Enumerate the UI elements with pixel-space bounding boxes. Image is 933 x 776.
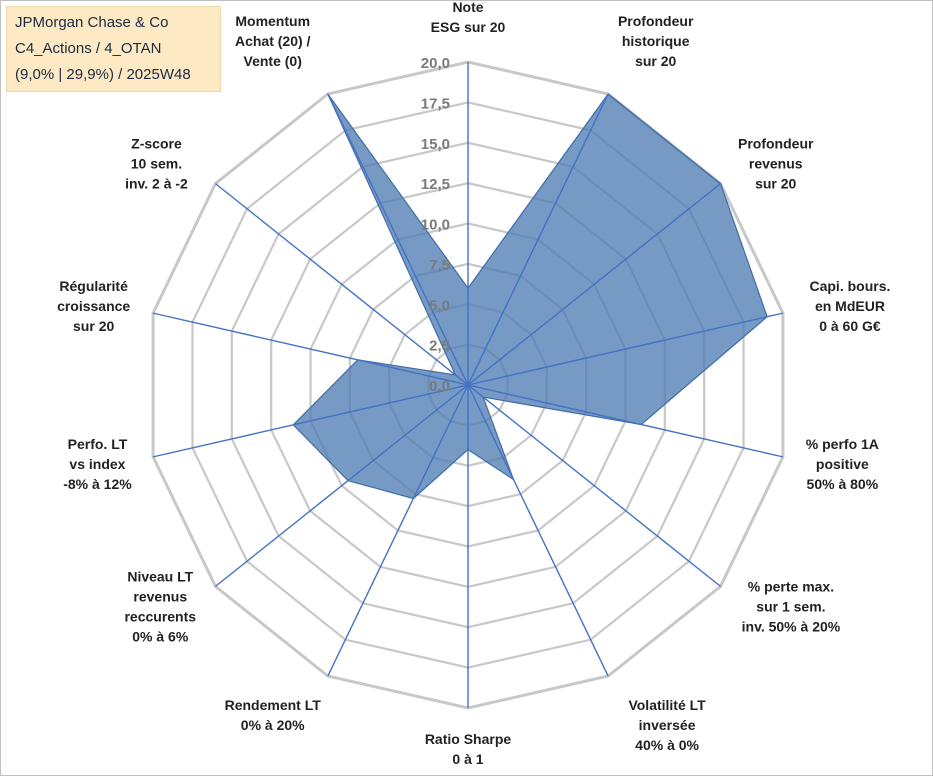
axis-label-line: sur 20 xyxy=(73,318,114,334)
axis-label-line: Profondeur xyxy=(738,136,814,152)
info-company: JPMorgan Chase & Co xyxy=(15,14,169,31)
axis-label-line: sur 20 xyxy=(755,176,796,192)
axis-label: Profondeur revenus sur 20 xyxy=(738,136,814,192)
axis-label-line: % perte max. xyxy=(748,578,834,594)
axis-label-line: croissance xyxy=(57,298,130,314)
axis-label-line: inv. 2 à -2 xyxy=(125,176,188,192)
series-layer xyxy=(292,93,768,500)
axis-label-line: Achat (20) / xyxy=(235,33,311,49)
tick-label: 7,5 xyxy=(429,257,450,274)
axis-label-line: historique xyxy=(622,33,690,49)
axis-label-line: inversée xyxy=(639,717,696,733)
axis-spoke xyxy=(327,384,469,677)
axis-label-line: revenus xyxy=(749,156,803,172)
axis-label-line: Momentum xyxy=(235,13,310,29)
axis-label: Z-score 10 sem. inv. 2 à -2 xyxy=(125,136,188,192)
axis-label-line: Capi. bours. xyxy=(809,278,890,294)
axis-label-line: 10 sem. xyxy=(131,156,182,172)
tick-label: 0,0 xyxy=(429,378,450,395)
info-portfolio: C4_Actions / 4_OTAN xyxy=(15,40,162,57)
axis-label-line: Régularité xyxy=(59,278,128,294)
axis-label-line: Note xyxy=(452,0,483,15)
axis-label-line: Ratio Sharpe xyxy=(425,731,512,747)
axis-spoke xyxy=(215,384,469,587)
axis-label: % perte max. sur 1 sem. inv. 50% à 20% xyxy=(742,578,841,634)
axis-spoke xyxy=(152,384,469,458)
axis-label: Note ESG sur 20 xyxy=(431,0,506,35)
tick-label: 12,5 xyxy=(421,176,450,193)
axis-label: Profondeur historique sur 20 xyxy=(618,13,694,69)
axis-spoke xyxy=(467,183,721,386)
axis-label-line: 0 à 60 G€ xyxy=(819,318,881,334)
info-box: JPMorgan Chase & Co C4_Actions / 4_OTAN … xyxy=(6,6,221,92)
axis-spoke xyxy=(467,384,721,587)
axis-label-line: Niveau LT xyxy=(127,568,193,584)
series-area xyxy=(292,93,768,500)
axis-label: Volatilité LT inversée 40% à 0% xyxy=(628,697,706,753)
axis-label-line: 0% à 20% xyxy=(241,717,305,733)
spoke-layer xyxy=(152,62,784,708)
axis-label-line: en MdEUR xyxy=(815,298,885,314)
axis-label-line: % perfo 1A xyxy=(806,436,879,452)
axis-label-line: Volatilité LT xyxy=(628,697,706,713)
tick-label: 10,0 xyxy=(421,217,450,234)
axis-spoke xyxy=(467,93,609,386)
axis-label-line: inv. 50% à 20% xyxy=(742,618,841,634)
axis-label: Momentum Achat (20) / Vente (0) xyxy=(235,13,311,69)
axis-label-line: 40% à 0% xyxy=(635,737,699,753)
axis-spoke xyxy=(467,312,784,386)
axis-label: % perfo 1A positive 50% à 80% xyxy=(806,436,879,492)
tick-label: 17,5 xyxy=(421,95,450,112)
axis-label: Capi. bours. en MdEUR 0 à 60 G€ xyxy=(809,278,890,334)
axis-label-line: revenus xyxy=(133,588,187,604)
axis-label: Perfo. LT vs index -8% à 12% xyxy=(63,436,132,492)
axis-spoke xyxy=(215,183,469,386)
info-period: (9,0% | 29,9%) / 2025W48 xyxy=(15,66,191,83)
axis-label: Rendement LT 0% à 20% xyxy=(225,697,322,733)
axis-label-line: Perfo. LT xyxy=(68,436,128,452)
axis-label-line: vs index xyxy=(69,456,125,472)
axis-label-line: sur 20 xyxy=(635,53,676,69)
tick-label: 5,0 xyxy=(429,297,450,314)
axis-label: Ratio Sharpe 0 à 1 xyxy=(425,731,512,767)
axis-label-line: positive xyxy=(816,456,869,472)
axis-label: Régularité croissance sur 20 xyxy=(57,278,130,334)
axis-label-line: Vente (0) xyxy=(244,53,302,69)
axis-label-line: -8% à 12% xyxy=(63,476,132,492)
axis-label-line: 50% à 80% xyxy=(807,476,879,492)
axis-label-line: 0% à 6% xyxy=(132,628,189,644)
axis-spoke xyxy=(152,312,469,386)
axis-label-line: 0 à 1 xyxy=(452,751,483,767)
axis-label-line: ESG sur 20 xyxy=(431,19,506,35)
axis-spoke xyxy=(467,384,784,458)
axis-label-line: Z-score xyxy=(131,136,182,152)
axis-label-line: Rendement LT xyxy=(225,697,322,713)
axis-label-line: sur 1 sem. xyxy=(756,598,825,614)
axis-label: Niveau LT revenus reccurents 0% à 6% xyxy=(124,568,196,644)
axis-label-line: reccurents xyxy=(124,608,196,624)
tick-layer: 0,0 2,5 5,0 7,5 10,0 12,5 15,0 17,5 20,0 xyxy=(421,55,450,395)
tick-label: 2,5 xyxy=(429,338,450,355)
label-layer: Note ESG sur 20 Profondeur historique sur 20… xyxy=(57,0,890,767)
tick-label: 15,0 xyxy=(421,136,450,153)
tick-label: 20,0 xyxy=(421,55,450,72)
axis-label-line: Profondeur xyxy=(618,13,694,29)
axis-spoke xyxy=(467,384,609,677)
axis-spoke xyxy=(327,93,469,386)
